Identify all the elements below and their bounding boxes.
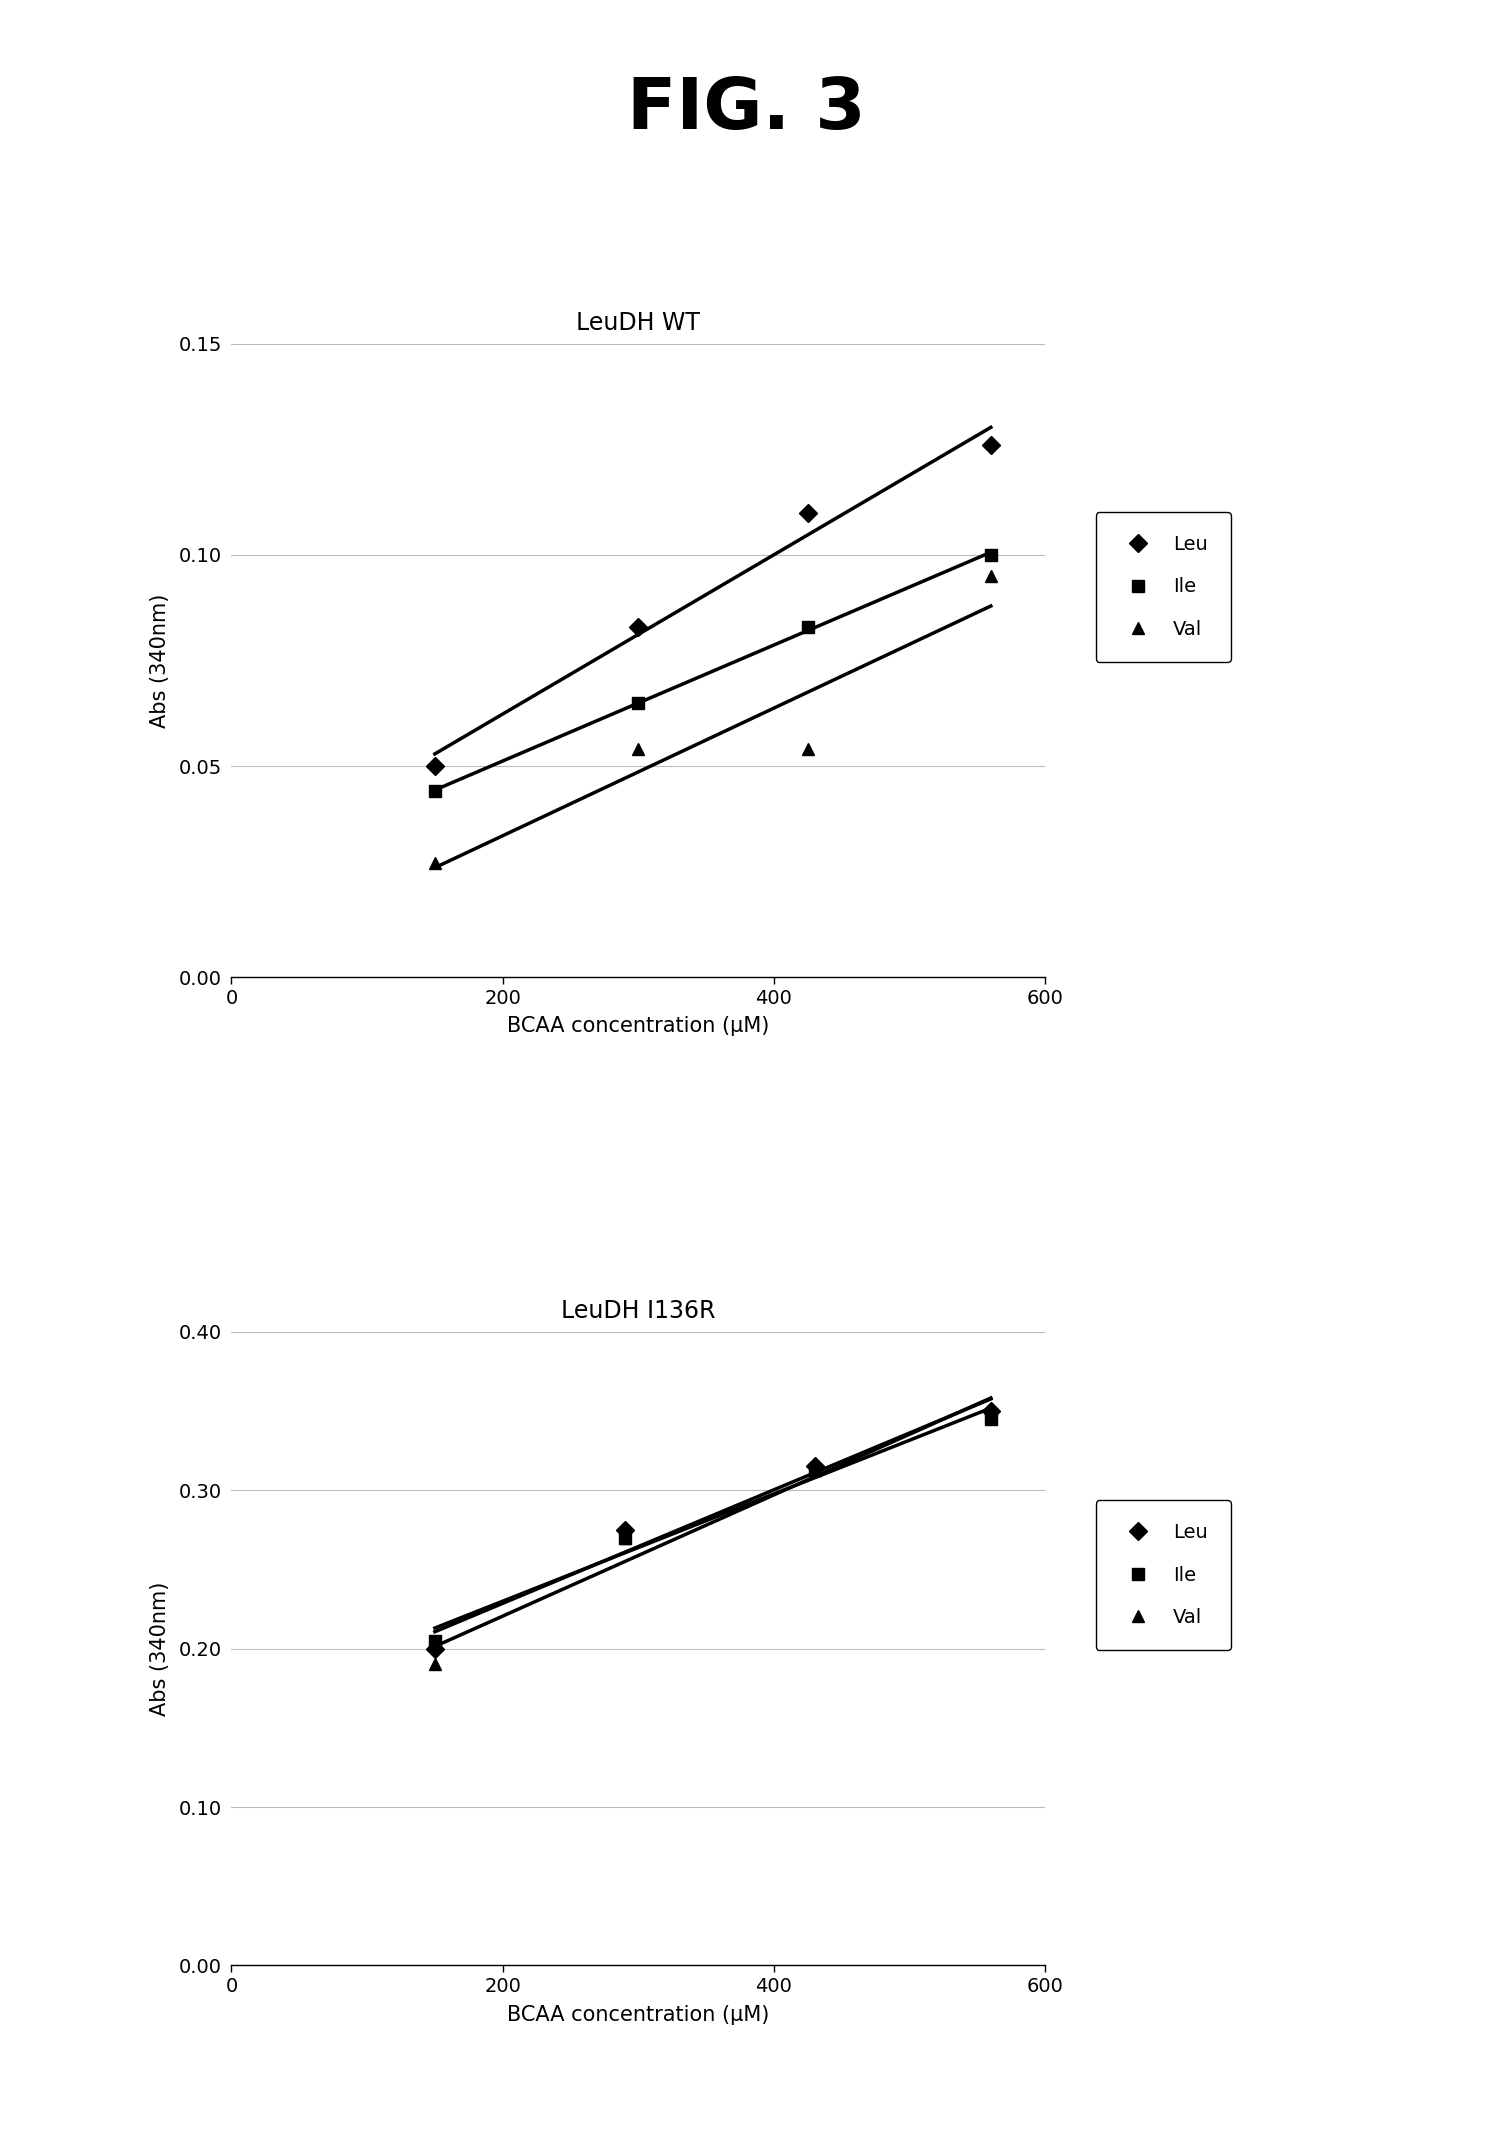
Y-axis label: Abs (340nm): Abs (340nm) [151,1581,170,1716]
Y-axis label: Abs (340nm): Abs (340nm) [149,593,170,728]
Legend: Leu, Ile, Val: Leu, Ile, Val [1096,511,1232,662]
Text: FIG. 3: FIG. 3 [627,75,866,144]
Title: LeuDH WT: LeuDH WT [576,311,700,335]
Legend: Leu, Ile, Val: Leu, Ile, Val [1096,1499,1232,1650]
X-axis label: BCAA concentration (μM): BCAA concentration (μM) [508,1016,769,1037]
Title: LeuDH I136R: LeuDH I136R [561,1300,715,1323]
X-axis label: BCAA concentration (μM): BCAA concentration (μM) [508,2004,769,2026]
